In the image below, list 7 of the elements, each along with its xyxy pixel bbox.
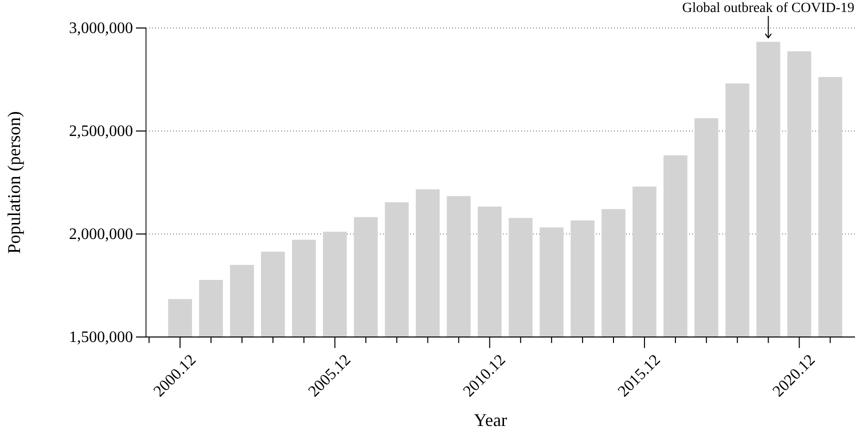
x-axis-title: Year [474,410,508,430]
y-tick-label: 2,500,000 [69,123,133,140]
y-tick-label: 1,500,000 [69,329,133,346]
y-tick-label: 3,000,000 [69,20,133,38]
annotation: Global outbreak of COVID-19 [682,1,854,16]
y-tick-label: 2,000,000 [69,226,133,244]
y-axis-title: Population (person) [4,111,24,254]
